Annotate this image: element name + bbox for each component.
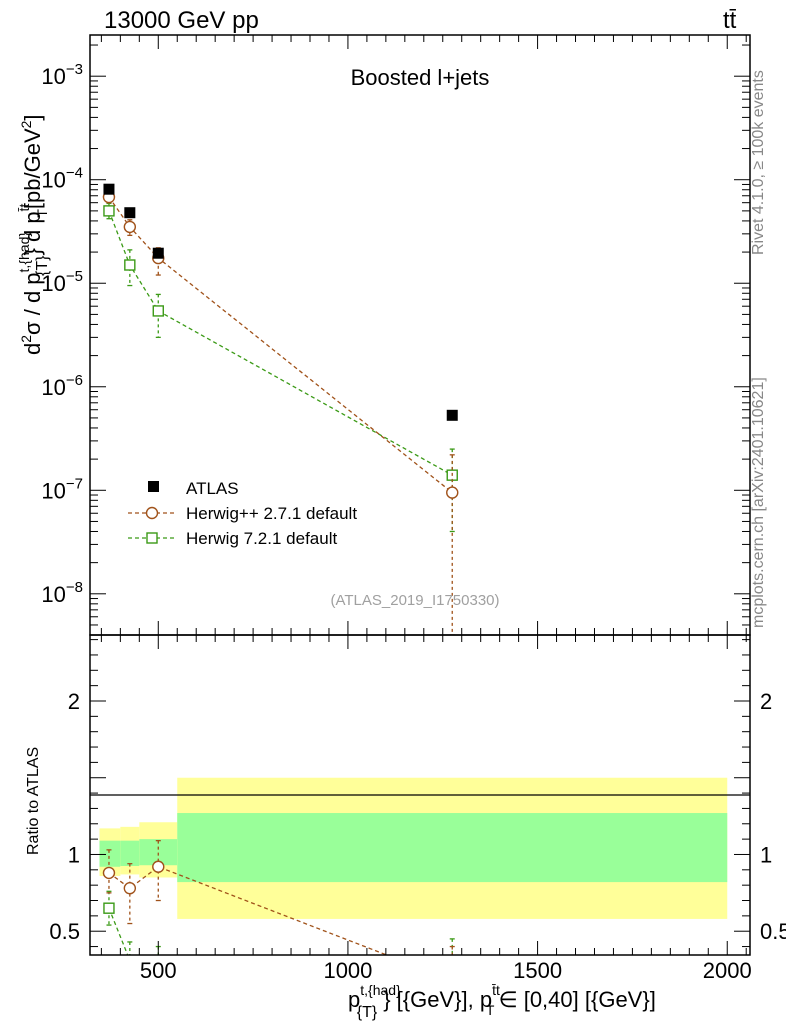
main-y-axis-title: d2σ / d pt,{had} {T}} d pt̄tT[pb/GeV2] (16, 114, 51, 355)
xtitle-mid: } [{GeV}], p (383, 987, 492, 1012)
legend-atlas-label: ATLAS (186, 479, 239, 498)
herwigpp-point (446, 486, 459, 499)
ytitle-sup2: 2 (18, 335, 34, 343)
ratio-herwigpp-line (108, 866, 389, 955)
xtitle-sup-had: t,{had} (360, 982, 401, 998)
atlas-point (446, 409, 458, 421)
ytitle-sup-had: t,{had} (16, 232, 32, 273)
ratio-herwigpp-point (123, 882, 137, 895)
y-tick-label-base: 10 (41, 271, 65, 296)
xtitle-sub-t2: T (486, 1002, 495, 1018)
y-tick-label-exp: −3 (66, 61, 83, 78)
herwig7-point (103, 205, 115, 217)
herwigpp-point (123, 220, 137, 234)
atlas-point (124, 207, 136, 219)
y-tick-label-base: 10 (41, 478, 65, 503)
ytitle-sub-t: {T} (34, 255, 51, 276)
herwig7-point (152, 305, 164, 317)
y-tick-label: 10−8 (41, 579, 83, 607)
ytitle-sub-t2: T (34, 209, 50, 218)
legend-herwigpp-label: Herwig++ 2.7.1 default (186, 504, 357, 523)
ratio-bands (99, 777, 728, 919)
ratio-band-inner (177, 813, 728, 883)
y-tick-label: 10−5 (41, 268, 83, 296)
y-tick-label-exp: −6 (66, 372, 83, 389)
rivet-label: Rivet 4.1.0, ≥ 100k events (750, 70, 767, 255)
x-tick-label: 1500 (513, 958, 562, 983)
ratio-y-tick-label-right: 0.5 (760, 919, 786, 944)
ytitle-unit: [pb/GeV (20, 128, 45, 209)
x-tick-label: 1000 (323, 958, 372, 983)
ytitle-d: d (20, 343, 45, 355)
collision-label: 13000 GeV pp (104, 7, 259, 34)
xtitle-sup-tt: t̄t (492, 982, 500, 998)
xtitle-end: ∈ [0,40] [{GeV}] (498, 987, 655, 1012)
herwigpp-line (108, 196, 453, 494)
legend-atlas-marker (148, 481, 159, 492)
ratio-herwigpp-point (152, 860, 165, 873)
xtitle-sub-t: {T} (357, 1004, 378, 1021)
atlas-point (152, 247, 164, 259)
y-tick-label-base: 10 (41, 168, 65, 193)
y-tick-label: 10−6 (41, 372, 83, 400)
legend-herwig7-marker (146, 532, 158, 544)
y-tick-label-base: 10 (41, 375, 65, 400)
ratio-herwigpp-point (102, 866, 116, 880)
ratio-series (102, 840, 458, 986)
y-tick-label-exp: −8 (66, 579, 83, 596)
ratio-herwig7-point (447, 963, 457, 973)
y-tick-label: 10−7 (41, 475, 83, 503)
process-label-t: t (723, 7, 730, 34)
ratio-herwigpp-point (447, 975, 458, 986)
ratio-band-inner (120, 840, 140, 866)
legend-herwig7-label: Herwig 7.2.1 default (186, 529, 337, 548)
analysis-watermark: (ATLAS_2019_I1750330) (330, 592, 499, 609)
ratio-frame (89, 634, 751, 956)
main-series (102, 183, 459, 635)
y-tick-label-exp: −7 (66, 475, 83, 492)
ytitle-sup-tt: t̄t (16, 204, 32, 212)
ratio-herwig7-line (108, 907, 129, 955)
ratio-band-inner (99, 840, 121, 867)
y-tick-label: 10−3 (41, 61, 83, 89)
ratio-herwig7-point (124, 954, 136, 955)
ratio-y-axis-title: Ratio to ATLAS (25, 747, 42, 855)
process-label: tt̄ (723, 7, 737, 34)
y-tick-label-exp: −5 (66, 268, 83, 285)
ratio-y-tick-label: 2 (68, 689, 80, 714)
ytitle-sigma: σ / d p (20, 272, 45, 335)
xtitle-p: p (348, 987, 360, 1012)
ratio-y-tick-label: 1 (68, 842, 80, 867)
x-axis-title: pt,{had} {T} } [{GeV}], pt̄t T ∈ [0,40] [{Ge… (348, 982, 656, 1021)
x-tick-label: 2000 (703, 958, 752, 983)
y-tick-label-base: 10 (41, 64, 65, 89)
ytitle-unit-end: ] (20, 114, 45, 120)
y-tick-label-base: 10 (41, 582, 65, 607)
ratio-y-tick-label: 0.5 (49, 919, 80, 944)
y-tick-label: 10−4 (41, 165, 83, 193)
ratio-herwig7-point (103, 902, 115, 914)
x-tick-label: 500 (140, 958, 177, 983)
herwig7-point (124, 259, 136, 271)
herwig7-line (108, 210, 453, 476)
y-tick-label-exp: −4 (66, 165, 83, 182)
ratio-y-tick-label-right: 2 (760, 689, 772, 714)
atlas-point (103, 183, 115, 195)
legend-herwigpp-marker (145, 506, 159, 520)
legend: ATLAS Herwig++ 2.7.1 default Herwig 7.2.… (128, 479, 357, 548)
ratio-y-tick-label-right: 1 (760, 842, 772, 867)
axis-ticks (90, 35, 750, 955)
ytitle-mid: } d p (20, 211, 45, 255)
mcplots-label: mcplots.cern.ch [arXiv:2401.10621] (750, 377, 767, 628)
plot-title: Boosted l+jets (351, 65, 490, 90)
process-label-tbar: t̄ (729, 7, 737, 34)
ytitle-unit-sup: 2 (18, 120, 34, 128)
